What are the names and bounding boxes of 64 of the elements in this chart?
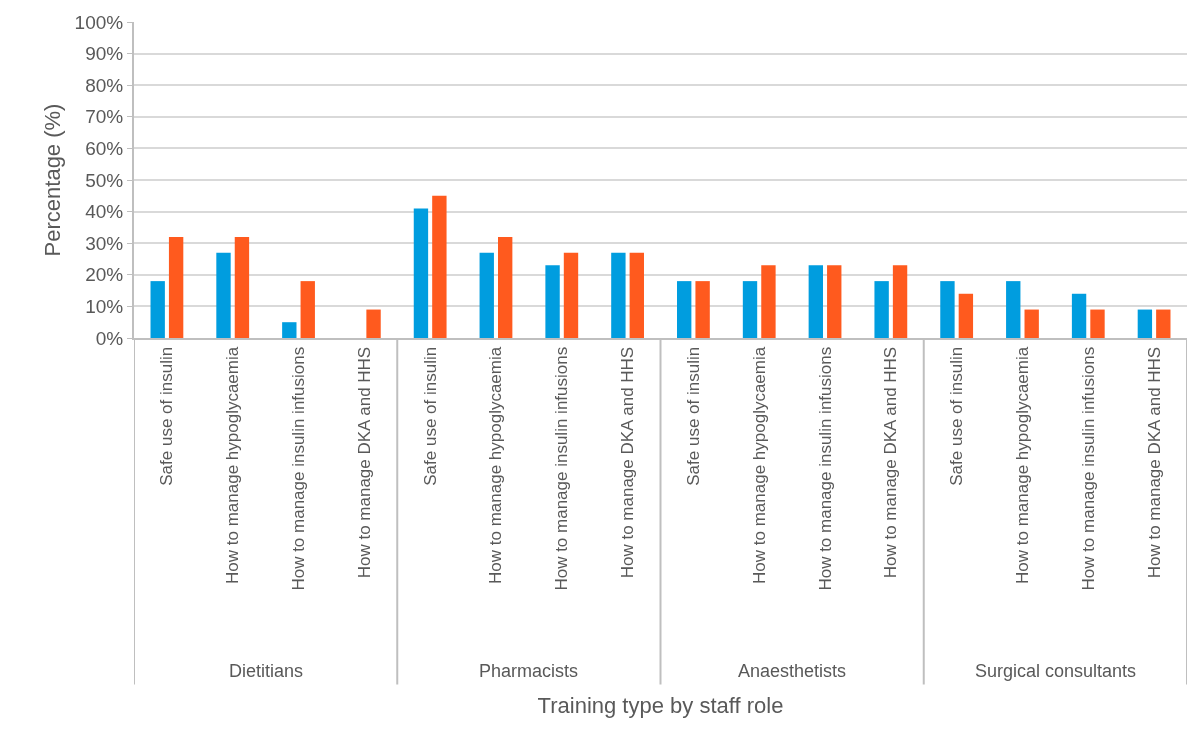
bar [216, 252, 231, 338]
text: Surgical consultants [975, 661, 1137, 681]
x-tick-label: How to manage insulin infusions [815, 346, 835, 591]
bar [677, 281, 692, 338]
bar [300, 281, 315, 338]
x-tick-label: How to manage hypoglycaemia [749, 346, 769, 584]
x-tick-label: How to manage insulin infusions [552, 346, 572, 591]
bar [629, 252, 644, 338]
x-tick-label: How to manage DKA and HHS [618, 346, 638, 579]
bar [282, 322, 297, 338]
y-tick-label: 90% [85, 43, 124, 65]
bar [827, 265, 842, 338]
x-axis-title: Training type by staff role [537, 693, 784, 719]
bar [432, 195, 447, 338]
x-tick-label: How to manage hypoglycaemia [486, 346, 506, 584]
bar [695, 281, 710, 338]
y-tick-label: 40% [85, 201, 124, 223]
bar [1006, 281, 1021, 338]
y-tick-label: 50% [85, 169, 124, 191]
bar [545, 265, 560, 338]
x-tick-label: How to manage DKA and HHS [354, 346, 374, 579]
x-tick-label: How to manage hypoglycaemia [223, 346, 243, 584]
bar [761, 265, 776, 338]
bar [168, 236, 184, 338]
bar [563, 252, 579, 338]
bar [958, 293, 974, 338]
y-tick-label: 0% [95, 327, 124, 349]
bar [940, 281, 955, 338]
y-tick-label: 80% [85, 74, 124, 96]
x-tick-label: How to manage DKA and HHS [881, 346, 901, 579]
x-tick-label: Safe use of insulin [420, 346, 440, 486]
bar [498, 236, 513, 338]
bar [150, 281, 165, 338]
bar [742, 281, 758, 338]
bar [366, 309, 381, 338]
y-tick-label: 70% [85, 106, 124, 128]
x-tick-label: How to manage insulin infusions [289, 346, 309, 591]
x-tick-label: How to manage insulin infusions [1078, 346, 1098, 591]
bar [479, 252, 494, 338]
bar [1090, 309, 1105, 338]
bar [808, 265, 823, 338]
bar [1156, 309, 1171, 338]
bar [413, 208, 429, 338]
y-tick-label: 30% [85, 232, 124, 254]
x-tick-label: Safe use of insulin [683, 346, 703, 486]
y-tick-label: 60% [85, 138, 124, 160]
bar [234, 236, 250, 338]
x-tick-label: How to manage hypoglycaemia [1012, 346, 1032, 584]
y-axis-title: Percentage (%) [39, 103, 65, 257]
bar [1137, 309, 1153, 338]
x-tick-label: How to manage DKA and HHS [1144, 346, 1164, 579]
y-tick-label: 10% [85, 296, 124, 318]
x-tick-label: Safe use of insulin [157, 346, 177, 486]
bar [611, 252, 626, 338]
x-tick-label: Safe use of insulin [947, 346, 967, 486]
bar [874, 281, 889, 338]
text: Pharmacists [479, 661, 579, 681]
bar [1024, 309, 1039, 338]
bar [892, 265, 908, 338]
y-tick-label: 100% [74, 11, 124, 33]
text: Anaesthetists [738, 661, 847, 681]
text: Dietitians [229, 661, 304, 681]
y-tick-label: 20% [85, 264, 124, 286]
bar [1071, 293, 1087, 338]
